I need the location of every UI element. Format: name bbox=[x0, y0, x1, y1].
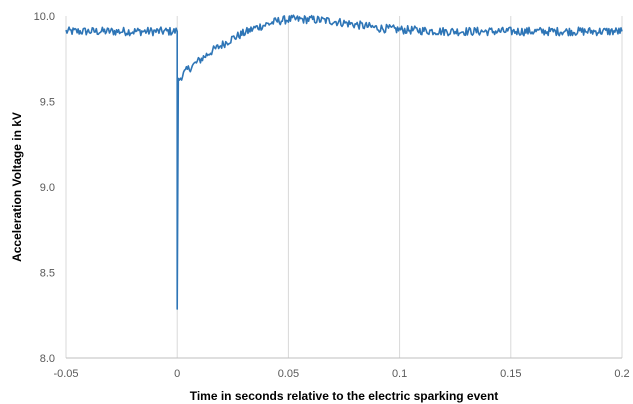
y-axis-title: Acceleration Voltage in kV bbox=[10, 112, 24, 262]
x-tick-label: 0 bbox=[174, 368, 180, 380]
x-tick-label: 0.15 bbox=[500, 368, 521, 380]
x-axis-title: Time in seconds relative to the electric… bbox=[190, 389, 499, 403]
y-tick-label: 8.0 bbox=[40, 353, 55, 365]
x-tick-label: 0.2 bbox=[614, 368, 629, 380]
series-group bbox=[65, 14, 623, 310]
x-tick-labels: -0.05 0 0.05 0.1 0.15 0.2 bbox=[53, 368, 629, 380]
vertical-gridlines bbox=[65, 16, 623, 358]
x-tick-label: -0.05 bbox=[53, 368, 78, 380]
y-tick-label: 9.0 bbox=[40, 182, 55, 194]
y-tick-label: 8.5 bbox=[40, 268, 55, 280]
x-tick-label: 0.1 bbox=[392, 368, 407, 380]
y-tick-label: 9.5 bbox=[40, 97, 55, 109]
y-tick-labels: 8.0 8.5 9.0 9.5 10.0 bbox=[34, 11, 55, 365]
x-tick-label: 0.05 bbox=[278, 368, 299, 380]
y-tick-label: 10.0 bbox=[34, 11, 55, 23]
series-line bbox=[65, 14, 623, 310]
